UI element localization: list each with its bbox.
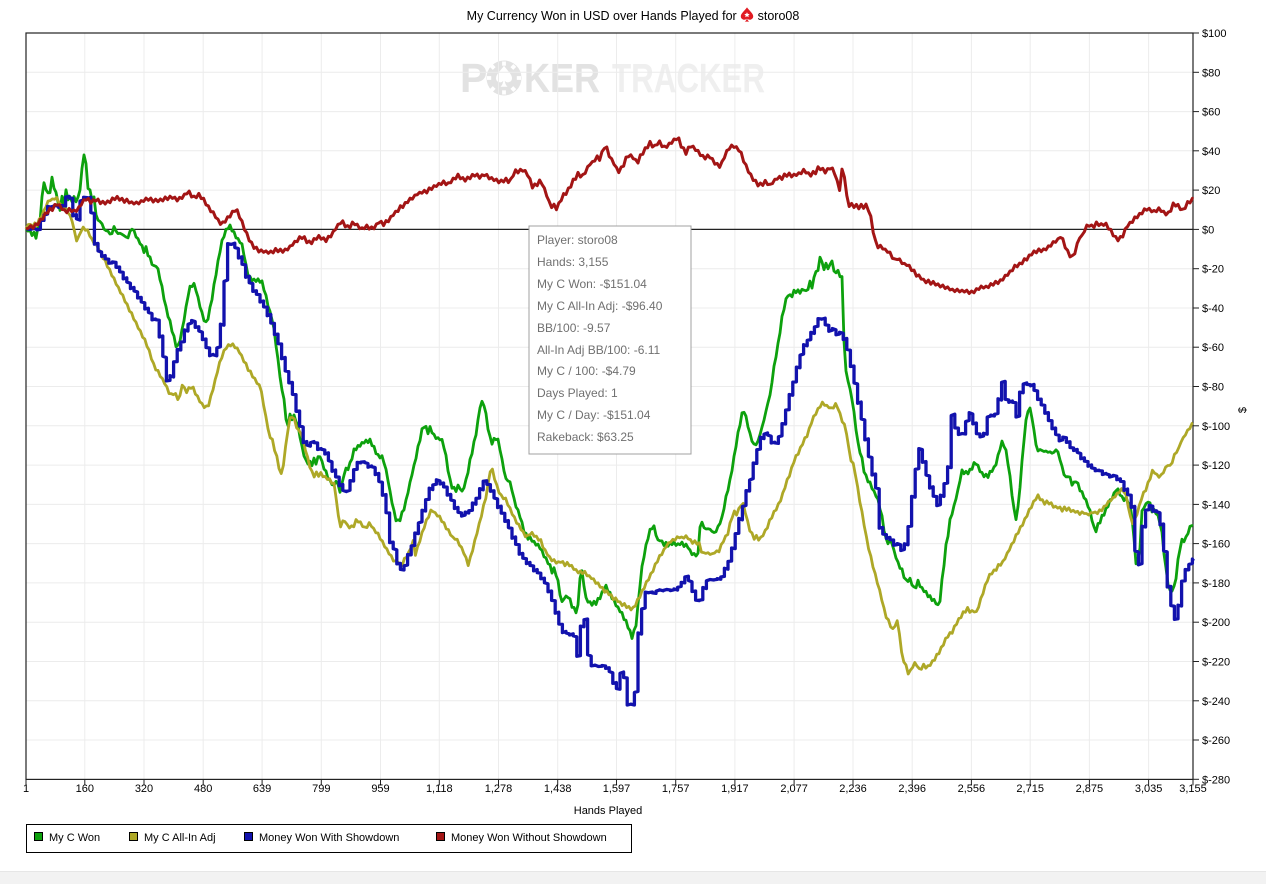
svg-text:799: 799 (312, 783, 330, 795)
svg-text:My C / 100: -$4.79: My C / 100: -$4.79 (537, 364, 636, 378)
svg-text:$-100: $-100 (1202, 421, 1230, 433)
svg-text:1: 1 (23, 783, 29, 795)
svg-text:$100: $100 (1202, 28, 1226, 40)
svg-text:2,556: 2,556 (958, 783, 986, 795)
svg-text:$-80: $-80 (1202, 382, 1224, 394)
svg-text:$-280: $-280 (1202, 774, 1230, 786)
svg-text:2,715: 2,715 (1016, 783, 1044, 795)
svg-text:$-240: $-240 (1202, 696, 1230, 708)
svg-text:2,077: 2,077 (780, 783, 808, 795)
svg-text:320: 320 (135, 783, 153, 795)
svg-text:Player: storo08: Player: storo08 (537, 233, 618, 247)
svg-text:$-180: $-180 (1202, 578, 1230, 590)
svg-text:1,278: 1,278 (485, 783, 513, 795)
svg-text:3,155: 3,155 (1179, 783, 1207, 795)
svg-text:$0: $0 (1202, 224, 1214, 236)
svg-text:$-220: $-220 (1202, 657, 1230, 669)
svg-text:1,438: 1,438 (544, 783, 572, 795)
svg-text:2,236: 2,236 (839, 783, 867, 795)
svg-text:1,597: 1,597 (603, 783, 631, 795)
svg-text:3,035: 3,035 (1135, 783, 1163, 795)
svg-text:$-40: $-40 (1202, 303, 1224, 315)
svg-text:639: 639 (253, 783, 271, 795)
svg-text:KER: KER (524, 55, 600, 101)
svg-text:$80: $80 (1202, 67, 1220, 79)
svg-text:$60: $60 (1202, 107, 1220, 119)
svg-text:$40: $40 (1202, 146, 1220, 158)
svg-text:$-140: $-140 (1202, 499, 1230, 511)
svg-text:$-120: $-120 (1202, 460, 1230, 472)
svg-text:480: 480 (194, 783, 212, 795)
svg-text:TRACKER: TRACKER (612, 55, 765, 101)
svg-text:$-20: $-20 (1202, 264, 1224, 276)
svg-text:Rakeback: $63.25: Rakeback: $63.25 (537, 430, 634, 444)
svg-text:Hands Played: Hands Played (574, 805, 643, 817)
svg-text:BB/100: -9.57: BB/100: -9.57 (537, 321, 611, 335)
svg-text:$: $ (1237, 407, 1249, 413)
svg-text:$-60: $-60 (1202, 342, 1224, 354)
svg-text:My C Won: -$151.04: My C Won: -$151.04 (537, 277, 647, 291)
svg-text:$-200: $-200 (1202, 617, 1230, 629)
svg-text:All-In Adj BB/100: -6.11: All-In Adj BB/100: -6.11 (537, 343, 661, 357)
svg-text:$-260: $-260 (1202, 735, 1230, 747)
svg-text:959: 959 (371, 783, 389, 795)
svg-text:1,118: 1,118 (426, 783, 453, 795)
svg-text:2,396: 2,396 (898, 783, 926, 795)
svg-text:160: 160 (76, 783, 94, 795)
svg-text:1,757: 1,757 (662, 783, 690, 795)
svg-text:P: P (460, 55, 487, 101)
svg-text:Hands: 3,155: Hands: 3,155 (537, 255, 609, 269)
svg-text:2,875: 2,875 (1076, 783, 1104, 795)
svg-text:1,917: 1,917 (721, 783, 749, 795)
svg-text:Days Played: 1: Days Played: 1 (537, 386, 618, 400)
svg-text:My C / Day: -$151.04: My C / Day: -$151.04 (537, 408, 651, 422)
svg-text:$-160: $-160 (1202, 539, 1230, 551)
svg-text:My C All-In Adj: -$96.40: My C All-In Adj: -$96.40 (537, 299, 663, 313)
svg-text:$20: $20 (1202, 185, 1220, 197)
